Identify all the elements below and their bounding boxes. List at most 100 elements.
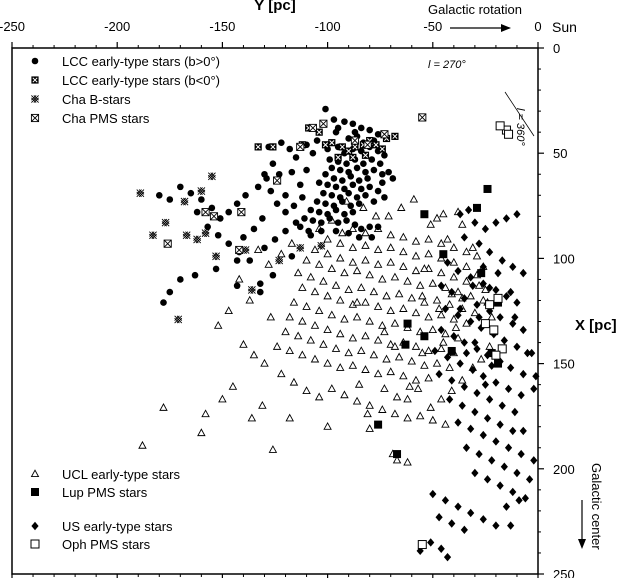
- cha-pms-point: [380, 130, 389, 139]
- lcc-pos-point: [355, 177, 363, 184]
- lcc-pos-point: [309, 217, 317, 224]
- ucl-point: [277, 249, 286, 258]
- lup-point: [403, 319, 412, 328]
- legend-label: LCC early-type stars (b<0°): [62, 73, 220, 88]
- ucl-point: [479, 295, 488, 304]
- us-point: [519, 325, 527, 335]
- legend-label: LCC early-type stars (b>0°): [62, 54, 220, 69]
- ucl-point: [439, 209, 448, 218]
- ucl-point: [436, 394, 446, 403]
- ucl-point: [365, 424, 374, 432]
- ucl-point: [201, 409, 210, 418]
- us-point: [471, 468, 479, 478]
- ucl-point: [285, 312, 294, 321]
- us-point: [502, 502, 511, 511]
- longitude-360-label: l = 360°: [514, 108, 526, 146]
- ucl-point: [462, 276, 471, 285]
- us-point: [467, 424, 475, 434]
- ucl-point: [413, 384, 423, 392]
- ucl-point: [432, 358, 442, 367]
- x-tick-label: -150: [209, 19, 235, 34]
- us-point: [528, 348, 536, 358]
- legend-label: Oph PMS stars: [62, 537, 151, 552]
- ucl-point: [403, 413, 412, 422]
- lcc-pos-point: [309, 149, 317, 157]
- ucl-point: [357, 346, 366, 355]
- us-point: [454, 266, 462, 276]
- lcc-pos-point: [261, 244, 268, 252]
- ucl-point: [436, 344, 446, 352]
- ucl-point: [476, 354, 486, 363]
- legend-marker: [31, 57, 39, 65]
- lcc-pos-point: [355, 234, 363, 241]
- ucl-point: [352, 266, 362, 275]
- ucl-point: [323, 421, 332, 430]
- lcc-pos-point: [351, 128, 359, 136]
- lcc-pos-point: [374, 223, 382, 231]
- ucl-point: [323, 358, 332, 367]
- lcc-pos-point: [177, 276, 184, 283]
- lcc-pos-point: [385, 168, 392, 176]
- ucl-point: [424, 234, 433, 243]
- us-point: [492, 218, 500, 227]
- sun-label: Sun: [552, 19, 577, 35]
- us-point: [509, 487, 517, 497]
- lcc-pos-point: [261, 170, 268, 178]
- us-point: [443, 552, 452, 562]
- us-point: [443, 353, 452, 362]
- lcc-pos-point: [301, 215, 308, 222]
- us-point: [486, 283, 494, 293]
- ucl-point: [287, 238, 297, 247]
- lcc-pos-point: [343, 217, 350, 224]
- us-point: [460, 338, 468, 347]
- ucl-point: [481, 285, 490, 294]
- lcc-pos-point: [273, 200, 281, 207]
- ucl-point: [335, 253, 345, 262]
- us-point: [486, 306, 494, 316]
- lcc-pos-point: [324, 181, 331, 189]
- ucl-point: [314, 259, 324, 268]
- ucl-point: [411, 236, 421, 245]
- cha-b-point: [180, 197, 189, 206]
- us-point: [467, 508, 475, 518]
- us-point: [471, 407, 479, 417]
- lcc-neg-point: [391, 132, 399, 140]
- lcc-pos-point: [214, 231, 222, 239]
- ucl-point: [449, 272, 459, 281]
- ucl-point: [386, 230, 395, 239]
- ucl-point: [268, 445, 278, 453]
- lcc-pos-point: [368, 156, 376, 163]
- legend-entry: Cha PMS stars: [30, 111, 150, 126]
- us-point: [462, 348, 471, 358]
- legend-label: Cha PMS stars: [62, 111, 150, 126]
- lup-point: [401, 340, 410, 349]
- lcc-pos-point: [299, 194, 306, 201]
- us-point: [462, 443, 471, 452]
- us-point: [454, 418, 462, 427]
- us-point: [479, 279, 487, 288]
- x-axis-title: Y [pc]: [254, 0, 295, 14]
- ucl-point: [373, 302, 383, 310]
- us-point: [427, 538, 435, 547]
- us-point: [481, 224, 489, 234]
- ucl-point: [441, 329, 450, 338]
- lup-point: [483, 184, 492, 193]
- ucl-point: [382, 354, 391, 363]
- lcc-pos-point: [366, 126, 373, 134]
- lcc-pos-point: [322, 170, 329, 178]
- galactic-center-label: Galactic center: [589, 463, 604, 550]
- lcc-pos-point: [313, 198, 321, 205]
- ucl-point: [138, 440, 147, 449]
- lcc-pos-point: [256, 288, 264, 296]
- y-tick-label: 100: [553, 251, 575, 266]
- lcc-pos-point: [322, 105, 329, 113]
- lcc-pos-point: [290, 202, 298, 210]
- lcc-pos-point: [191, 271, 199, 279]
- ucl-point: [361, 331, 370, 340]
- y-axis-ticks: 0 50 100 150 200 250: [538, 41, 575, 578]
- ucl-point: [213, 320, 223, 329]
- us-point: [431, 346, 439, 356]
- x-tick-label: -200: [104, 19, 130, 34]
- cha-b-point: [296, 243, 305, 252]
- ucl-point: [245, 295, 255, 304]
